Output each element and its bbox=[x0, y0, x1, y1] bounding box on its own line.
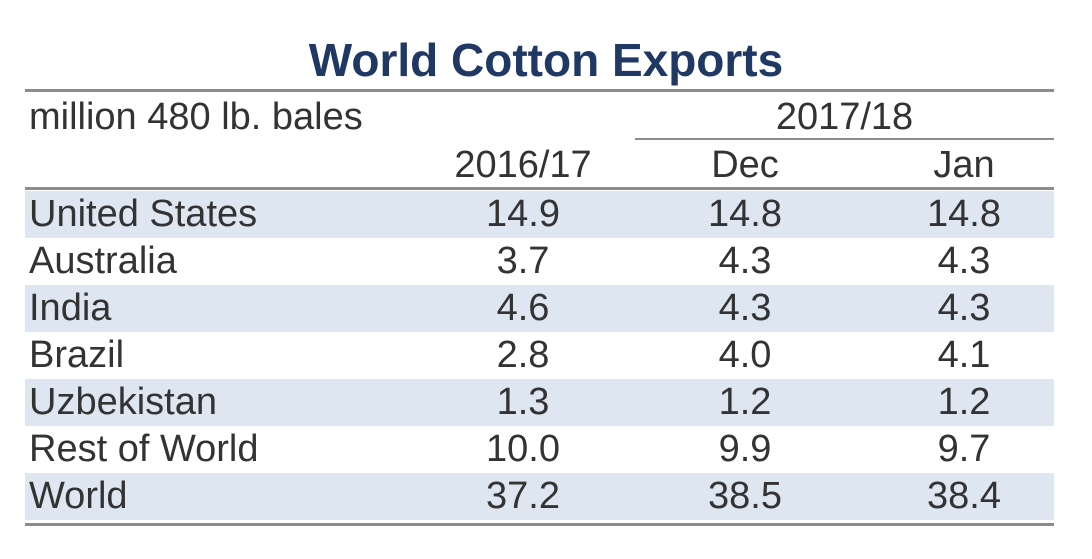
header-rule bbox=[25, 187, 1054, 190]
cell-value: 10.0 bbox=[486, 428, 560, 470]
cell-value: 1.2 bbox=[937, 381, 991, 423]
cell-value: 2.8 bbox=[496, 334, 550, 376]
cell-value: 14.8 bbox=[708, 193, 782, 235]
cell-value: 38.4 bbox=[927, 475, 1001, 517]
row-label: Uzbekistan bbox=[29, 381, 217, 423]
cell-value: 4.0 bbox=[718, 334, 772, 376]
cell-value: 14.8 bbox=[927, 193, 1001, 235]
unit-label: million 480 lb. bales bbox=[29, 96, 363, 138]
cell-value: 9.7 bbox=[937, 428, 991, 470]
group-header-rule bbox=[635, 138, 1054, 140]
row-label: World bbox=[29, 475, 128, 517]
cell-value: 4.3 bbox=[718, 240, 772, 282]
bottom-rule bbox=[25, 523, 1054, 526]
group-header-2017-18: 2017/18 bbox=[775, 96, 914, 138]
table-row: India 4.6 4.3 4.3 bbox=[25, 285, 1054, 332]
column-header-jan: Jan bbox=[933, 144, 995, 186]
cell-value: 3.7 bbox=[496, 240, 550, 282]
table-row: United States 14.9 14.8 14.8 bbox=[25, 191, 1054, 238]
cell-value: 38.5 bbox=[708, 475, 782, 517]
cell-value: 4.6 bbox=[496, 287, 550, 329]
row-label: India bbox=[29, 287, 112, 329]
chart-title: World Cotton Exports bbox=[308, 34, 784, 86]
cell-value: 37.2 bbox=[486, 475, 560, 517]
column-header-dec: Dec bbox=[711, 144, 779, 186]
table-row: Brazil 2.8 4.0 4.1 bbox=[25, 332, 1054, 379]
cell-value: 1.3 bbox=[496, 381, 550, 423]
table-row: Uzbekistan 1.3 1.2 1.2 bbox=[25, 379, 1054, 426]
cell-value: 1.2 bbox=[718, 381, 772, 423]
cell-value: 4.3 bbox=[937, 240, 991, 282]
cell-value: 4.1 bbox=[937, 334, 991, 376]
column-header-2016-17: 2016/17 bbox=[454, 144, 592, 186]
table-row: Australia 3.7 4.3 4.3 bbox=[25, 238, 1054, 285]
row-label: Rest of World bbox=[29, 428, 259, 470]
row-label: United States bbox=[29, 193, 258, 235]
row-label: Australia bbox=[29, 240, 177, 282]
cell-value: 14.9 bbox=[486, 193, 560, 235]
cell-value: 9.9 bbox=[718, 428, 772, 470]
cell-value: 4.3 bbox=[937, 287, 991, 329]
table-row: World 37.2 38.5 38.4 bbox=[25, 473, 1054, 520]
row-label: Brazil bbox=[29, 334, 125, 376]
cell-value: 4.3 bbox=[718, 287, 772, 329]
top-rule bbox=[25, 89, 1054, 92]
table-row: Rest of World 10.0 9.9 9.7 bbox=[25, 426, 1054, 473]
